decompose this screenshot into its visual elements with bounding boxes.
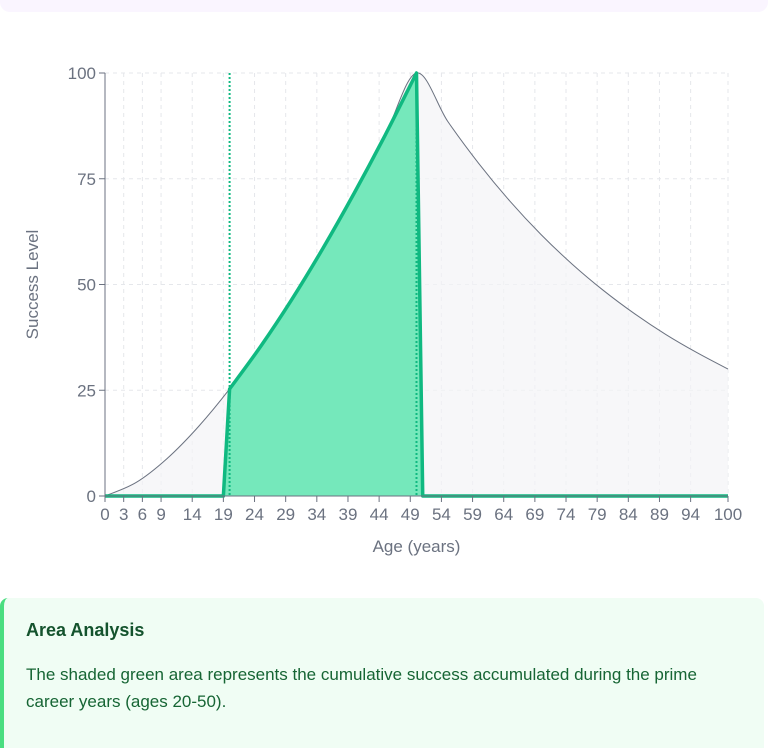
x-tick-label: 3: [119, 505, 128, 524]
y-axis-label: Success Level: [23, 230, 42, 340]
x-tick-label: 49: [401, 505, 420, 524]
card-title: Area Analysis: [26, 620, 145, 640]
y-tick-label: 50: [77, 276, 96, 295]
x-tick-label: 64: [494, 505, 513, 524]
x-tick-label: 0: [100, 505, 109, 524]
y-tick-label: 75: [77, 170, 96, 189]
x-axis-label: Age (years): [373, 537, 461, 556]
prime-years-area: [223, 73, 423, 496]
x-tick-label: 59: [463, 505, 482, 524]
y-tick-label: 25: [77, 381, 96, 400]
area-chart: 0 3 6 9 14 19 24 29 34 39 44 49 54 59 64 69 74 79 84 89 94 10…: [23, 64, 742, 556]
x-tick-label: 19: [214, 505, 233, 524]
x-tick-label: 89: [650, 505, 669, 524]
x-tick-label: 84: [619, 505, 638, 524]
card-text: The shaded green area represents the cum…: [26, 665, 697, 711]
x-tick-label: 74: [557, 505, 576, 524]
prime-years-line: [105, 71, 728, 498]
x-tick-label: 9: [156, 505, 165, 524]
x-tick-label: 44: [370, 505, 389, 524]
x-tick-label: 100: [714, 505, 742, 524]
y-tick-label: 100: [68, 64, 96, 83]
y-tick-label: 0: [87, 487, 96, 506]
x-tick-label: 54: [432, 505, 451, 524]
x-tick-label: 14: [183, 505, 202, 524]
x-tick-label: 39: [339, 505, 358, 524]
x-tick-label: 29: [276, 505, 295, 524]
top-panel: [0, 0, 768, 12]
x-tick-label: 6: [138, 505, 147, 524]
x-tick-label: 79: [588, 505, 607, 524]
x-tick-label: 94: [681, 505, 700, 524]
area-analysis-card: Area Analysis The shaded green area repr…: [0, 598, 764, 748]
x-tick-label: 69: [525, 505, 544, 524]
x-tick-label: 34: [307, 505, 326, 524]
x-tick-label: 24: [245, 505, 264, 524]
